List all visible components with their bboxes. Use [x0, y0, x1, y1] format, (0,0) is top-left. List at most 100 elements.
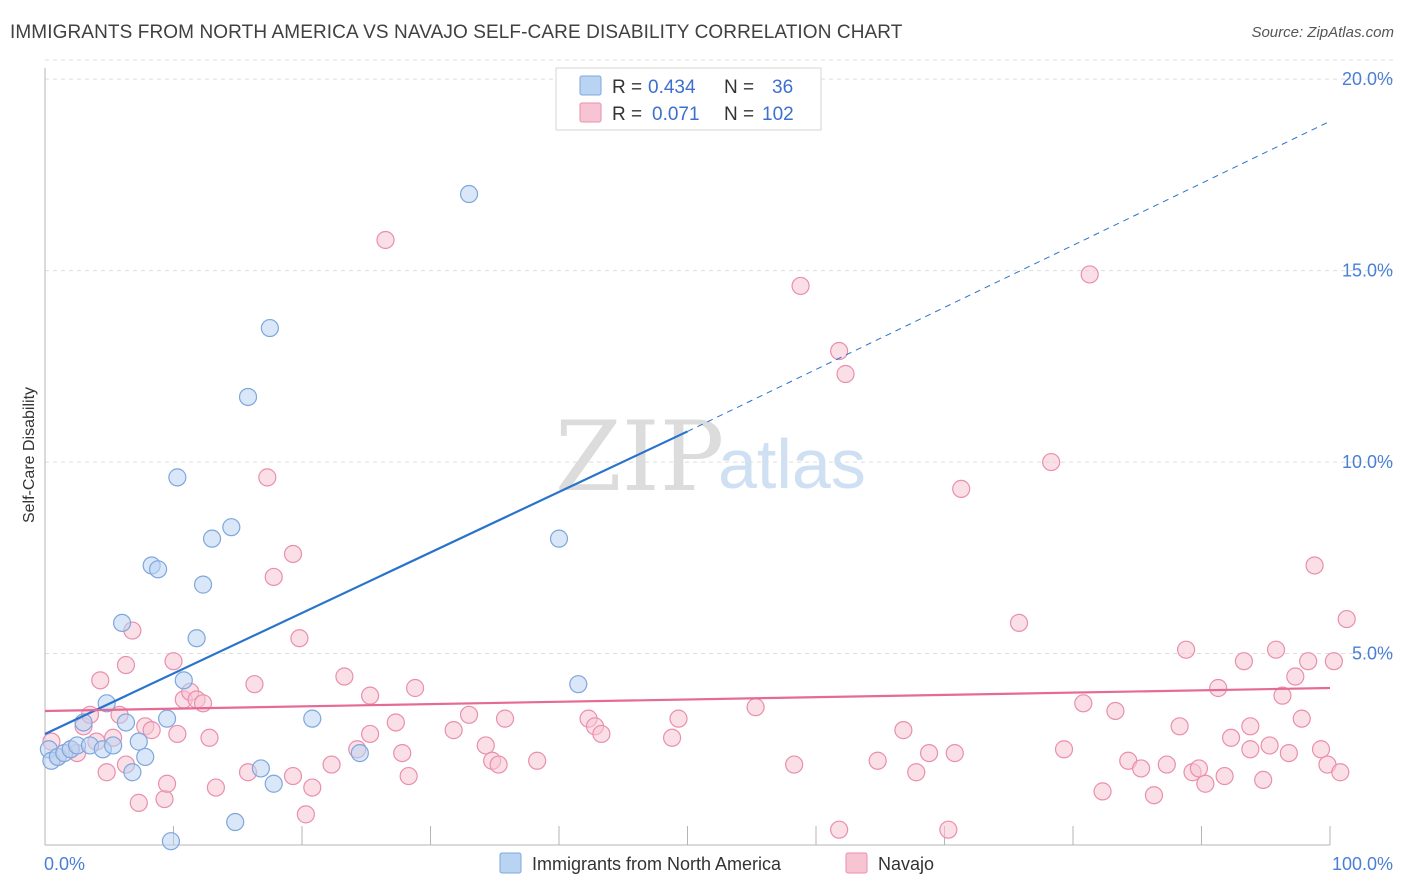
immigrants-point — [459, 184, 479, 204]
immigrants-point — [112, 613, 132, 633]
legend-r-value-1: 0.434 — [648, 77, 696, 98]
navajo-point — [1221, 728, 1241, 747]
y-tick-label: 20.0% — [1342, 69, 1393, 89]
navajo-point — [157, 774, 177, 793]
navajo-point — [495, 709, 515, 728]
navajo-point — [1241, 740, 1260, 759]
navajo-point — [489, 755, 508, 774]
bottom-legend-swatch-immigrants — [499, 852, 522, 874]
navajo-point — [386, 713, 405, 732]
immigrants-point — [238, 387, 258, 407]
immigrants-point — [222, 518, 241, 537]
immigrants-point — [193, 575, 213, 594]
navajo-point — [1241, 717, 1260, 736]
navajo-point — [116, 655, 136, 675]
y-tick-label: 15.0% — [1342, 261, 1393, 281]
immigrants-point — [129, 732, 148, 751]
navajo-point — [746, 698, 765, 717]
immigrants-trend-extension — [687, 120, 1331, 432]
x-tick-label-min: 0.0% — [44, 854, 85, 874]
immigrants-point — [264, 774, 283, 793]
navajo-point — [1054, 740, 1074, 759]
navajo-point — [129, 793, 148, 812]
navajo-point — [1170, 717, 1189, 736]
navajo-point — [206, 778, 226, 797]
navajo-point — [907, 763, 926, 782]
bottom-legend-label-navajo: Navajo — [878, 854, 934, 874]
navajo-point — [168, 724, 187, 744]
navajo-point — [1234, 652, 1254, 671]
navajo-point — [1093, 782, 1112, 801]
trend-lines — [44, 120, 1331, 735]
navajo-point — [791, 276, 810, 296]
navajo-point — [361, 686, 380, 705]
bottom-legend-swatch-navajo — [845, 852, 868, 874]
navajo-point — [264, 567, 283, 587]
immigrants-point — [260, 318, 279, 338]
navajo-point — [1279, 743, 1298, 763]
navajo-point — [1189, 759, 1209, 778]
navajo-point — [952, 479, 971, 498]
immigrants-point — [187, 629, 206, 648]
immigrants-point — [148, 560, 168, 579]
watermark-zip: ZIP — [555, 401, 724, 513]
navajo-point — [939, 820, 958, 839]
navajo-point — [91, 671, 110, 690]
immigrants-trend-line — [44, 430, 688, 735]
legend-n-value-1: 36 — [772, 77, 793, 98]
navajo-point — [1176, 640, 1196, 659]
navajo-point — [1260, 736, 1279, 755]
immigrants-point — [168, 468, 187, 487]
navajo-point — [919, 743, 939, 763]
legend-r-label-1: R = — [612, 77, 642, 98]
chart-source: Source: ZipAtlas.com — [1251, 24, 1394, 41]
navajo-point — [1324, 652, 1343, 671]
legend-r-label-2: R = — [612, 104, 642, 125]
legend-r-value-2: 0.071 — [652, 104, 700, 125]
navajo-point — [1009, 613, 1029, 633]
navajo-point — [1299, 652, 1318, 671]
navajo-point — [97, 763, 116, 782]
immigrants-point — [350, 743, 369, 763]
immigrants-point — [549, 529, 569, 548]
navajo-point — [1311, 740, 1331, 759]
navajo-point — [245, 675, 264, 694]
navajo-point — [283, 766, 303, 786]
navajo-point — [393, 743, 412, 763]
y-tick-label: 10.0% — [1342, 452, 1393, 472]
navajo-point — [459, 705, 479, 724]
navajo-point — [1254, 770, 1273, 790]
immigrants-point — [174, 671, 193, 690]
navajo-points — [42, 230, 1356, 839]
stats-legend: R = 0.434 N = 36 R = 0.071 N = 102 — [555, 67, 822, 131]
navajo-point — [1209, 678, 1228, 698]
navajo-point — [836, 364, 855, 384]
navajo-point — [399, 766, 418, 786]
series-legend: Immigrants from North America Navajo — [499, 852, 934, 874]
navajo-point — [1042, 452, 1061, 472]
immigrants-point — [136, 747, 155, 767]
navajo-point — [1215, 766, 1234, 786]
chart-title: IMMIGRANTS FROM NORTH AMERICA VS NAVAJO … — [10, 22, 903, 43]
navajo-point — [155, 789, 174, 809]
navajo-point — [830, 341, 849, 361]
navajo-point — [1292, 709, 1311, 728]
navajo-point — [361, 724, 380, 744]
immigrants-points — [39, 184, 588, 851]
navajo-point — [1305, 556, 1324, 575]
immigrants-point — [161, 832, 181, 851]
navajo-point — [1157, 755, 1176, 774]
navajo-point — [164, 652, 183, 671]
navajo-point — [376, 230, 395, 250]
navajo-point — [894, 721, 913, 740]
navajo-point — [258, 468, 277, 487]
y-axis-title: Self-Care Disability — [21, 387, 38, 523]
navajo-trend-line — [44, 686, 1331, 713]
legend-swatch-navajo — [579, 102, 602, 123]
navajo-point — [296, 805, 315, 824]
navajo-point — [1080, 265, 1099, 284]
legend-n-label-2: N = — [724, 104, 754, 125]
watermark-atlas: atlas — [718, 425, 866, 503]
navajo-point — [476, 736, 495, 755]
